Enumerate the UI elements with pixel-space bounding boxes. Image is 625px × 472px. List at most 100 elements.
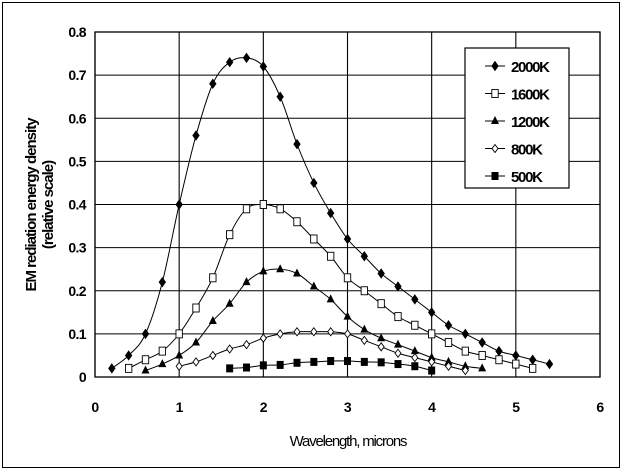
square-filled-marker-icon — [377, 358, 385, 367]
square-open-marker-icon — [141, 355, 150, 365]
triangle-filled-marker-icon — [309, 281, 318, 290]
plot-area — [94, 31, 601, 378]
diamond-open-marker-icon — [192, 357, 200, 367]
diamond-filled-marker-icon — [141, 328, 150, 340]
series-800K — [175, 326, 469, 376]
square-open-marker-icon — [192, 303, 200, 313]
y-axis-label-line2: (relative scale) — [40, 160, 57, 249]
series-line — [128, 203, 533, 369]
diamond-filled-marker-icon — [343, 233, 352, 245]
square-filled-marker-icon — [276, 360, 284, 369]
diamond-filled-marker-icon — [175, 199, 183, 210]
diamond-filled-marker-icon — [411, 294, 419, 305]
triangle-filled-marker-icon — [410, 346, 419, 355]
square-open-marker-icon — [327, 251, 335, 261]
diamond-open-marker-icon — [428, 357, 436, 367]
diamond-open-marker-icon — [209, 350, 217, 361]
square-filled-marker-icon — [360, 357, 368, 366]
square-open-marker-icon — [512, 359, 520, 369]
square-filled-marker-icon — [411, 362, 419, 371]
diamond-open-marker-icon — [276, 329, 284, 339]
y-axis-ticks: 0 0.1 0.2 0.3 0.4 0.5 0.6 0.7 0.8 — [68, 24, 87, 385]
diamond-filled-marker-icon — [377, 268, 385, 279]
legend-label: 2000K — [511, 59, 550, 76]
diamond-open-marker-icon — [461, 365, 469, 376]
diamond-filled-marker-icon — [242, 52, 251, 64]
diamond-open-marker-icon — [343, 329, 352, 339]
triangle-filled-marker-icon — [326, 294, 335, 303]
triangle-filled-marker-icon — [259, 266, 268, 275]
square-open-marker-icon — [491, 89, 499, 98]
triangle-filled-marker-icon — [461, 361, 470, 370]
triangle-filled-marker-icon — [208, 315, 217, 324]
diamond-filled-marker-icon — [528, 354, 537, 365]
y-tick-label: 0.8 — [68, 24, 86, 40]
diamond-filled-marker-icon — [158, 276, 167, 288]
triangle-filled-marker-icon — [427, 352, 436, 361]
triangle-filled-marker-icon — [360, 324, 369, 333]
y-axis-label-line1: EM rediation energy density — [23, 117, 40, 292]
square-open-marker-icon — [226, 230, 234, 240]
square-filled-marker-icon — [293, 358, 301, 367]
triangle-filled-marker-icon — [158, 359, 167, 368]
legend-item-1600K: 1600K — [485, 87, 551, 104]
square-open-marker-icon — [209, 273, 217, 283]
series-group — [108, 52, 554, 376]
triangle-filled-marker-icon — [343, 311, 352, 320]
square-open-marker-icon — [428, 329, 436, 339]
diamond-filled-marker-icon — [545, 358, 554, 370]
square-open-marker-icon — [259, 200, 267, 209]
legend: 2000K 1600K 1200K 800K 500K — [464, 47, 570, 189]
square-open-marker-icon — [310, 234, 318, 244]
diamond-filled-marker-icon — [495, 345, 503, 357]
diamond-filled-marker-icon — [512, 350, 520, 361]
diamond-filled-marker-icon — [326, 207, 335, 219]
triangle-filled-marker-icon — [394, 339, 402, 348]
series-line — [179, 331, 466, 372]
diamond-filled-marker-icon — [209, 78, 217, 89]
square-open-marker-icon — [293, 217, 301, 227]
triangle-filled-marker-icon — [444, 356, 453, 365]
diamond-filled-marker-icon — [478, 337, 486, 348]
diamond-filled-marker-icon — [394, 281, 402, 292]
diamond-open-marker-icon — [491, 143, 499, 154]
square-filled-marker-icon — [344, 357, 351, 366]
legend-item-800K: 800K — [485, 142, 544, 159]
square-open-marker-icon — [394, 312, 402, 322]
square-open-marker-icon — [276, 204, 284, 214]
chart-frame — [2, 2, 620, 468]
diamond-open-marker-icon — [259, 333, 267, 343]
diamond-filled-marker-icon — [108, 363, 116, 374]
series-2000K — [108, 52, 554, 374]
y-tick-label: 0 — [79, 369, 87, 385]
diamond-filled-marker-icon — [310, 177, 318, 189]
legend-item-1200K: 1200K — [485, 114, 551, 131]
legend-item-2000K: 2000K — [485, 59, 551, 76]
y-tick-label: 0.2 — [68, 283, 86, 299]
y-tick-label: 0.7 — [68, 67, 86, 83]
triangle-filled-marker-icon — [242, 277, 251, 286]
legend-label: 800K — [511, 142, 543, 159]
diamond-filled-marker-icon — [461, 328, 470, 340]
square-filled-marker-icon — [491, 172, 499, 180]
square-filled-marker-icon — [259, 361, 267, 370]
diamond-open-marker-icon — [377, 342, 385, 352]
diamond-filled-marker-icon — [491, 60, 499, 72]
diamond-filled-marker-icon — [192, 130, 200, 141]
square-open-marker-icon — [175, 329, 183, 339]
square-filled-marker-icon — [428, 366, 436, 375]
x-tick-label: 5 — [512, 399, 520, 415]
legend-box — [464, 47, 570, 189]
x-tick-label: 3 — [344, 399, 352, 415]
y-tick-label: 0.4 — [68, 197, 86, 213]
square-open-marker-icon — [461, 346, 469, 356]
square-open-marker-icon — [377, 299, 385, 309]
square-open-marker-icon — [495, 355, 503, 365]
legend-label: 1600K — [511, 87, 550, 104]
diamond-filled-marker-icon — [276, 91, 284, 102]
y-tick-label: 0.1 — [68, 326, 86, 342]
diamond-open-marker-icon — [242, 339, 251, 350]
triangle-filled-marker-icon — [175, 350, 184, 359]
triangle-filled-marker-icon — [491, 116, 499, 124]
